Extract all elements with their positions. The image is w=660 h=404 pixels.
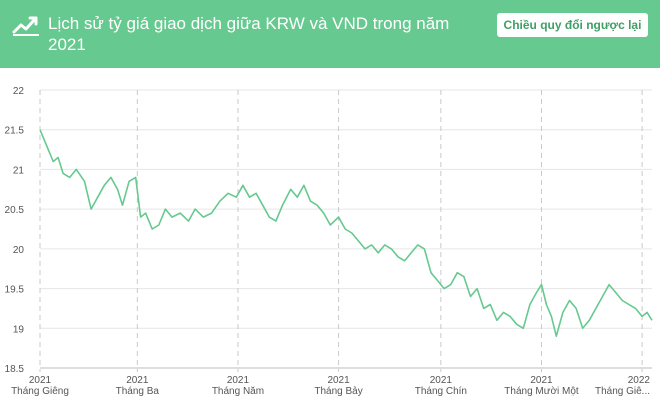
y-tick-label: 20 [13, 245, 25, 256]
y-tick-label: 19 [13, 324, 25, 335]
y-tick-label: 22 [13, 86, 25, 97]
trend-chart-icon [12, 16, 39, 36]
x-tick-year: 2021 [29, 375, 52, 386]
y-tick-label: 19.5 [5, 285, 25, 296]
x-tick-year: 2021 [327, 375, 350, 386]
swap-direction-button[interactable]: Chiều quy đổi ngược lại [497, 13, 648, 37]
x-tick-label: Tháng Mười Một [504, 386, 579, 397]
y-tick-label: 21.5 [5, 126, 25, 137]
x-tick-year: 2021 [530, 375, 553, 386]
x-tick-label: Tháng Bảy [314, 386, 362, 397]
chart-title: Lịch sử tỷ giá giao dịch giữa KRW và VND… [48, 14, 450, 54]
y-axis-ticks: 18.5 19 19.5 20 20.5 21 21.5 22 [5, 86, 25, 375]
series-line [39, 129, 653, 338]
x-tick-year: 2021 [126, 375, 149, 386]
x-tick-label: Tháng Ba [116, 386, 160, 397]
y-tick-label: 18.5 [5, 364, 25, 375]
x-tick-label: Tháng Giê... [595, 386, 650, 397]
vertical-gridlines [39, 90, 643, 372]
x-tick-year: 2022 [628, 375, 651, 386]
chart-header: Lịch sử tỷ giá giao dịch giữa KRW và VND… [0, 0, 660, 68]
x-tick-year: 2021 [227, 375, 250, 386]
series-layer [39, 129, 653, 338]
y-tick-label: 20.5 [5, 205, 25, 216]
x-tick-label: Tháng Chín [415, 386, 467, 397]
y-tick-label: 21 [13, 165, 25, 176]
x-tick-label: Tháng Giêng [11, 386, 69, 397]
x-tick-year: 2021 [430, 375, 453, 386]
x-tick-label: Tháng Năm [212, 386, 264, 397]
